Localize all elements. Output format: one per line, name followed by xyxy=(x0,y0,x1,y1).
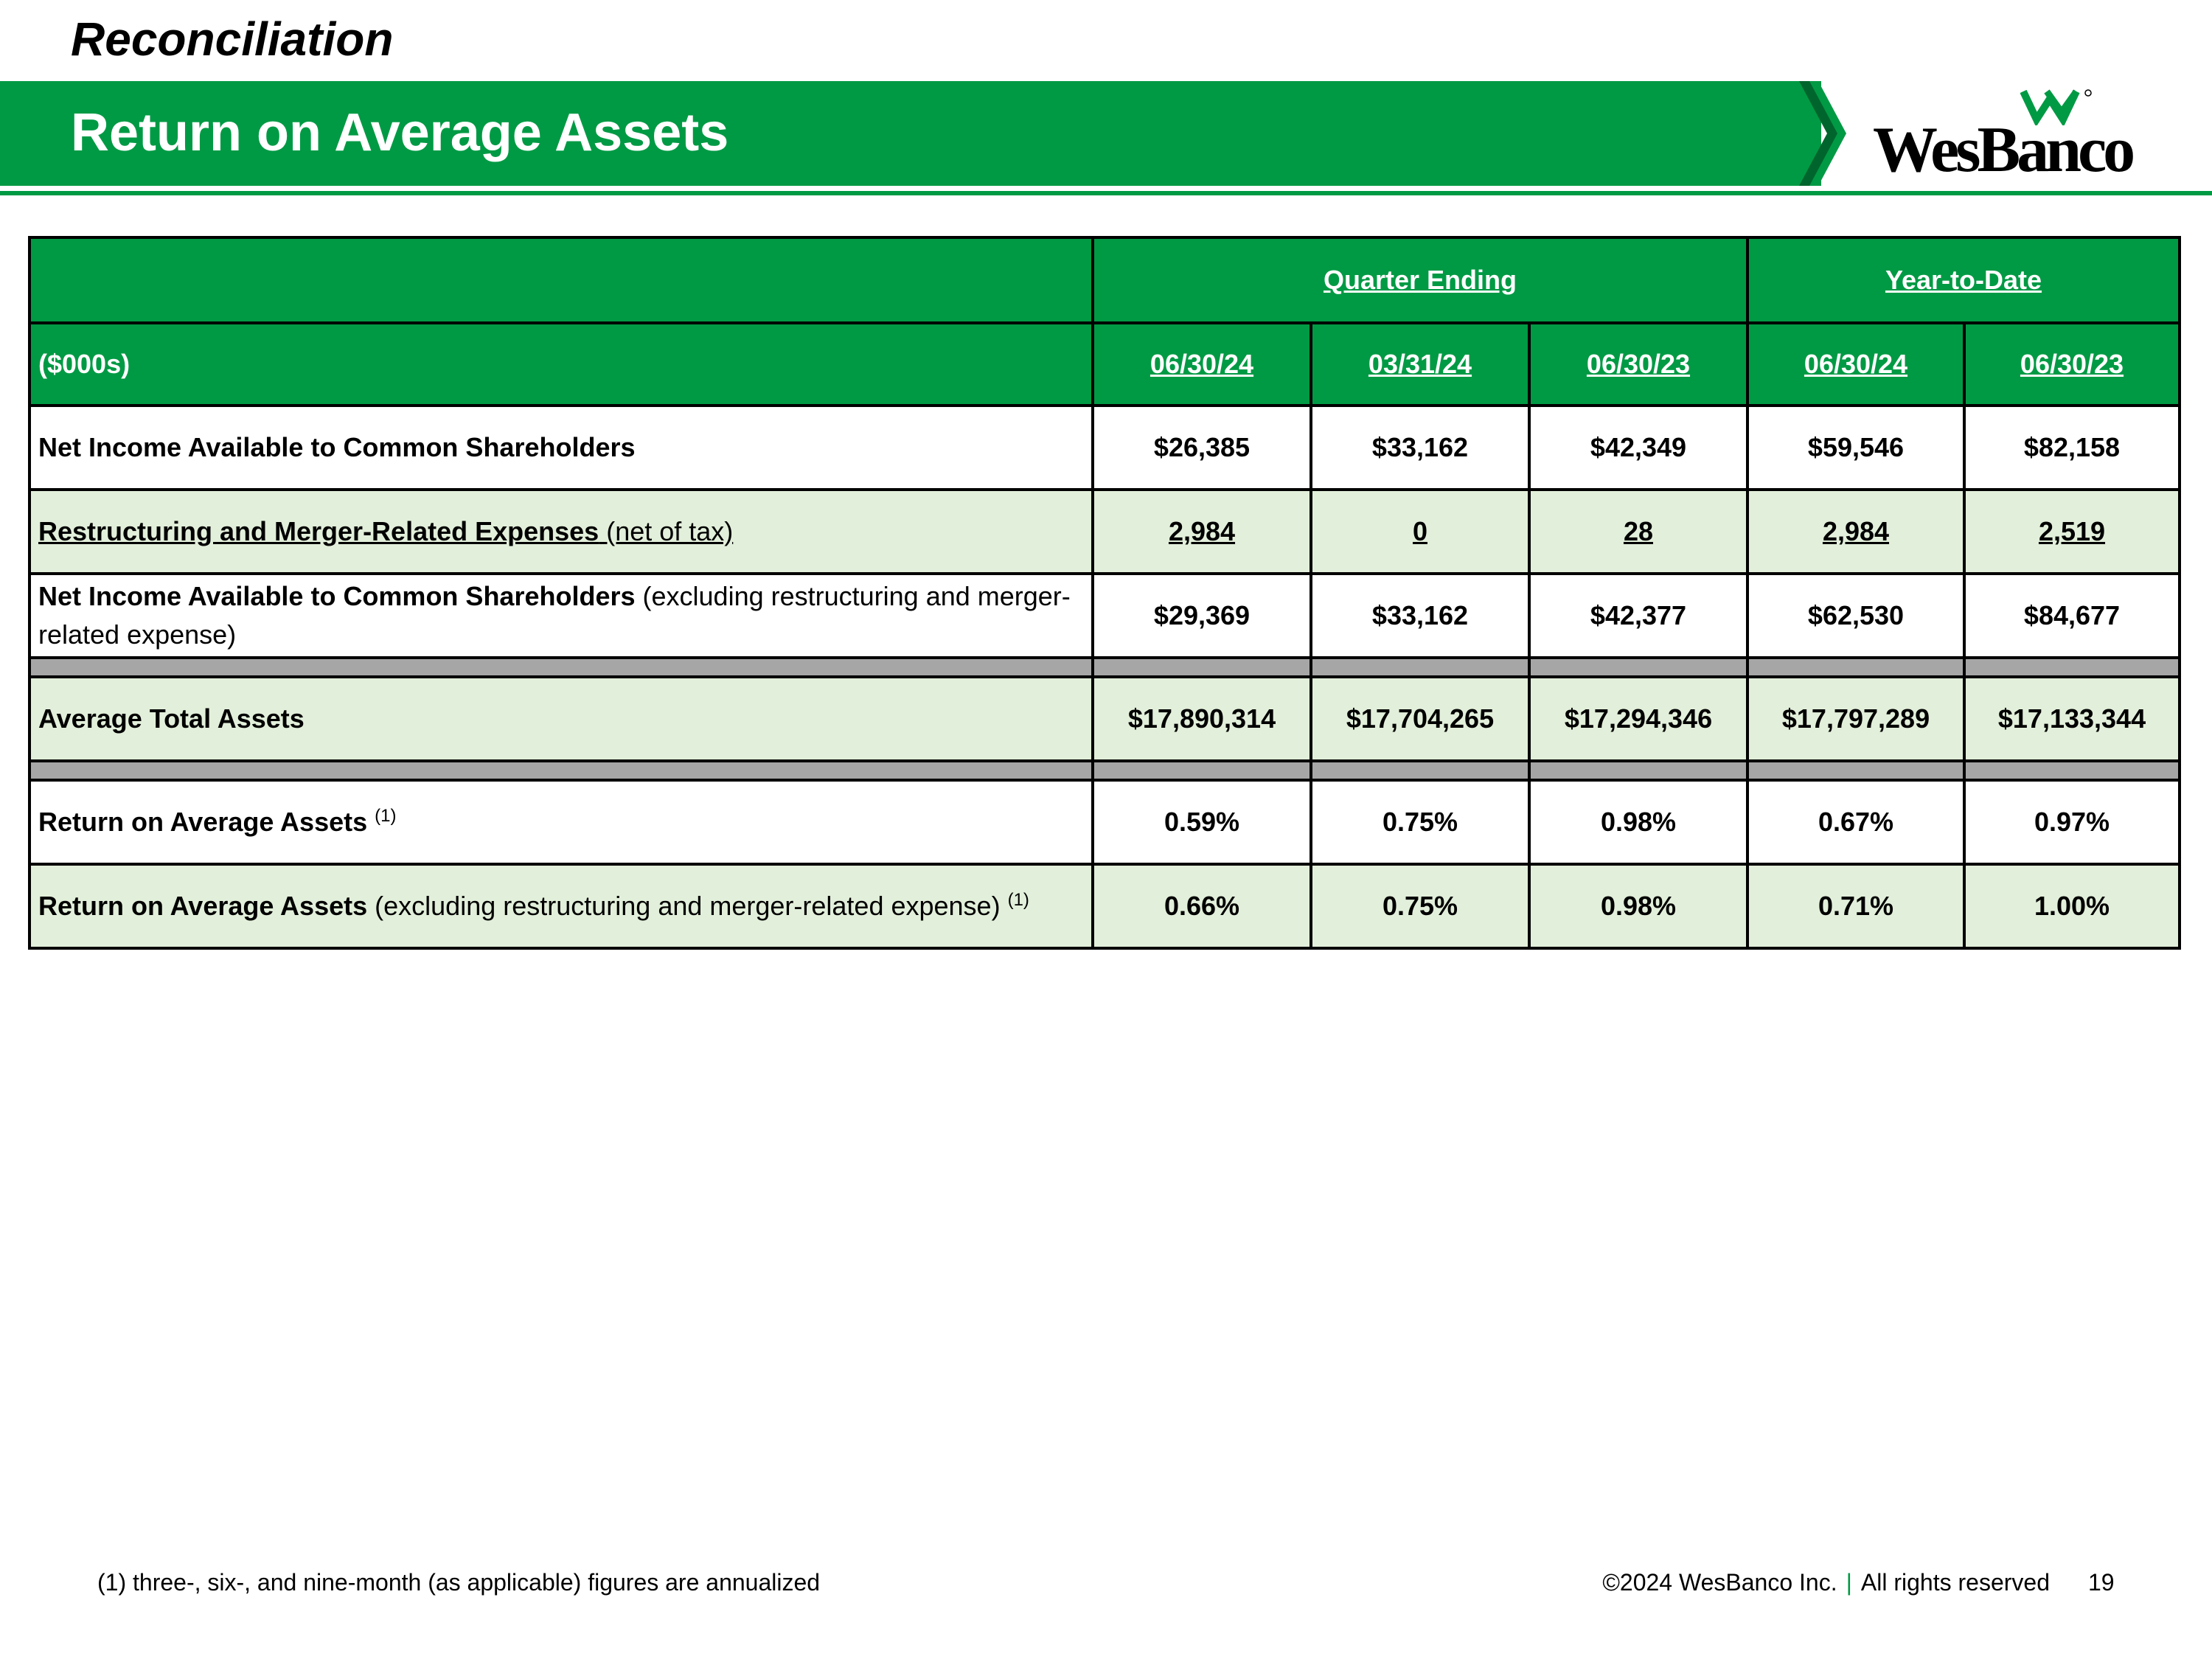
footer-separator: | xyxy=(1846,1569,1852,1596)
logo-wordmark: WesBanco xyxy=(1873,114,2135,186)
wesbanco-logo: WesBanco xyxy=(1873,87,2153,183)
footnote: (1) three-, six-, and nine-month (as app… xyxy=(97,1569,821,1596)
col-header: 06/30/24 xyxy=(1746,321,1966,407)
page-title: Return on Average Assets xyxy=(71,103,729,162)
col-header: 03/31/24 xyxy=(1310,321,1531,407)
row-label: Return on Average Assets (excluding rest… xyxy=(28,864,1094,950)
row-label: Restructuring and Merger-Related Expense… xyxy=(28,490,1094,575)
cell-value: 0 xyxy=(1310,490,1531,575)
chevron-decoration-icon xyxy=(1799,81,1846,186)
col-header: 06/30/23 xyxy=(1963,321,2181,407)
cell-value: 0.67% xyxy=(1746,780,1966,866)
table-row: Average Total Assets $17,890,314 $17,704… xyxy=(28,677,2181,762)
section-title: Reconciliation xyxy=(71,13,394,66)
cell-value: $33,162 xyxy=(1310,406,1531,491)
title-banner xyxy=(0,81,1821,186)
cell-value: $17,704,265 xyxy=(1310,677,1531,762)
cell-value: 0.59% xyxy=(1091,780,1312,866)
cell-value: $17,797,289 xyxy=(1746,677,1966,762)
cell-value: $17,890,314 xyxy=(1091,677,1312,762)
cell-value: 28 xyxy=(1528,490,1749,575)
copyright-footer: ©2024 WesBanco Inc. | All rights reserved xyxy=(1602,1569,2050,1596)
table-group-header: Quarter Ending Year-to-Date xyxy=(28,236,2181,323)
group-year-to-date: Year-to-Date xyxy=(1746,236,2181,323)
cell-value: $17,133,344 xyxy=(1963,677,2181,762)
cell-value: $29,369 xyxy=(1091,574,1312,659)
table-row: Return on Average Assets (excluding rest… xyxy=(28,864,2181,950)
cell-value: $26,385 xyxy=(1091,406,1312,491)
cell-value: 0.66% xyxy=(1091,864,1312,950)
col-header: 06/30/23 xyxy=(1528,321,1749,407)
row-label: Net Income Available to Common Sharehold… xyxy=(28,406,1094,491)
copyright-text: ©2024 WesBanco Inc. xyxy=(1602,1569,1837,1596)
cell-value: $84,677 xyxy=(1963,574,2181,659)
cell-value: $82,158 xyxy=(1963,406,2181,491)
row-label: Net Income Available to Common Sharehold… xyxy=(28,574,1094,659)
page-number: 19 xyxy=(2088,1569,2115,1596)
cell-value: $62,530 xyxy=(1746,574,1966,659)
header-rule xyxy=(0,191,2212,195)
units-label: ($000s) xyxy=(28,321,1094,407)
header-blank-cell xyxy=(28,236,1094,323)
table-row: Net Income Available to Common Sharehold… xyxy=(28,574,2181,659)
spacer-row xyxy=(28,761,2181,782)
col-header: 06/30/24 xyxy=(1091,321,1312,407)
cell-value: 2,519 xyxy=(1963,490,2181,575)
cell-value: $42,349 xyxy=(1528,406,1749,491)
cell-value: 0.98% xyxy=(1528,780,1749,866)
row-label: Average Total Assets xyxy=(28,677,1094,762)
group-quarter-ending: Quarter Ending xyxy=(1091,236,1749,323)
cell-value: 0.75% xyxy=(1310,864,1531,950)
table-column-header: ($000s) 06/30/24 03/31/24 06/30/23 06/30… xyxy=(28,321,2181,407)
row-label: Return on Average Assets (1) xyxy=(28,780,1094,866)
cell-value: 0.98% xyxy=(1528,864,1749,950)
cell-value: 0.75% xyxy=(1310,780,1531,866)
cell-value: 0.97% xyxy=(1963,780,2181,866)
table-row: Net Income Available to Common Sharehold… xyxy=(28,406,2181,491)
cell-value: $59,546 xyxy=(1746,406,1966,491)
cell-value: $33,162 xyxy=(1310,574,1531,659)
reconciliation-table: Quarter Ending Year-to-Date ($000s) 06/3… xyxy=(28,236,2181,950)
cell-value: 0.71% xyxy=(1746,864,1966,950)
cell-value: 2,984 xyxy=(1746,490,1966,575)
rights-text: All rights reserved xyxy=(1860,1569,2050,1596)
cell-value: $17,294,346 xyxy=(1528,677,1749,762)
wesbanco-w-icon xyxy=(2020,89,2092,125)
cell-value: 2,984 xyxy=(1091,490,1312,575)
spacer-row xyxy=(28,658,2181,678)
table-row: Restructuring and Merger-Related Expense… xyxy=(28,490,2181,575)
table-row: Return on Average Assets (1) 0.59% 0.75%… xyxy=(28,780,2181,866)
cell-value: 1.00% xyxy=(1963,864,2181,950)
cell-value: $42,377 xyxy=(1528,574,1749,659)
